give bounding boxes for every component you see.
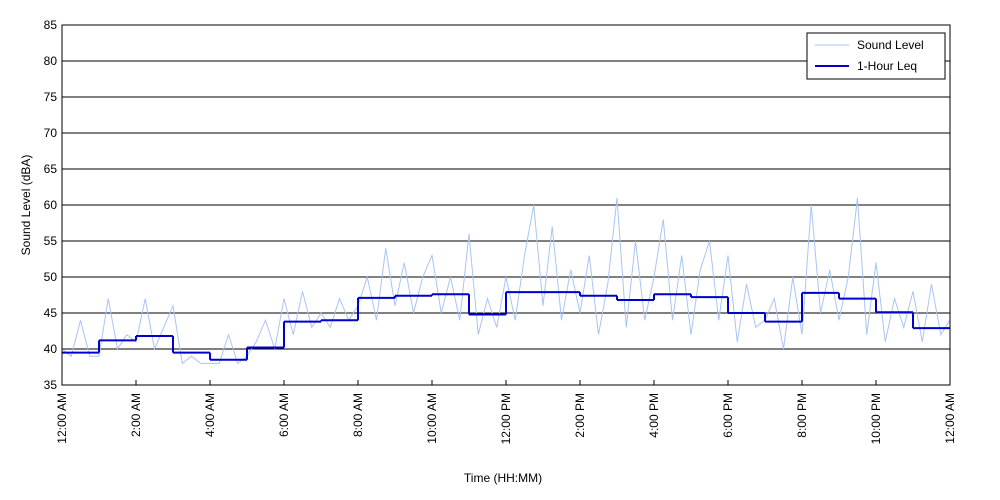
y-tick-label: 85 (44, 18, 58, 32)
y-tick-label: 75 (44, 90, 58, 104)
x-tick-label: 2:00 AM (129, 393, 143, 437)
x-tick-label: 12:00 AM (943, 393, 957, 444)
legend-box (806, 32, 946, 80)
x-tick-label: 4:00 AM (203, 393, 217, 437)
legend-label: Sound Level (857, 38, 924, 52)
x-tick-label: 8:00 PM (795, 393, 809, 438)
x-tick-label: 6:00 AM (277, 393, 291, 437)
plot-frame (61, 24, 951, 386)
x-tick-label: 12:00 AM (55, 393, 69, 444)
y-axis-label: Sound Level (dBA) (19, 155, 33, 256)
x-tick-label: 4:00 PM (647, 393, 661, 438)
x-tick-label: 12:00 PM (499, 393, 513, 444)
legend-label: 1-Hour Leq (857, 59, 917, 73)
y-tick-label: 55 (44, 234, 58, 248)
y-tick-label: 45 (44, 306, 58, 320)
x-tick-label: 10:00 PM (869, 393, 883, 444)
x-tick-label: 10:00 AM (425, 393, 439, 444)
x-tick-label: 8:00 AM (351, 393, 365, 437)
sound-level-line (61, 197, 951, 365)
leq-connector (98, 292, 914, 360)
y-tick-label: 65 (44, 162, 58, 176)
x-axis-label: Time (HH:MM) (464, 471, 542, 485)
y-tick-label: 60 (44, 198, 58, 212)
y-tick-label: 50 (44, 270, 58, 284)
y-tick-label: 35 (44, 378, 58, 392)
y-tick-label: 70 (44, 126, 58, 140)
y-tick-label: 80 (44, 54, 58, 68)
x-tick-label: 6:00 PM (721, 393, 735, 438)
y-tick-label: 40 (44, 342, 58, 356)
x-tick-label: 2:00 PM (573, 393, 587, 438)
